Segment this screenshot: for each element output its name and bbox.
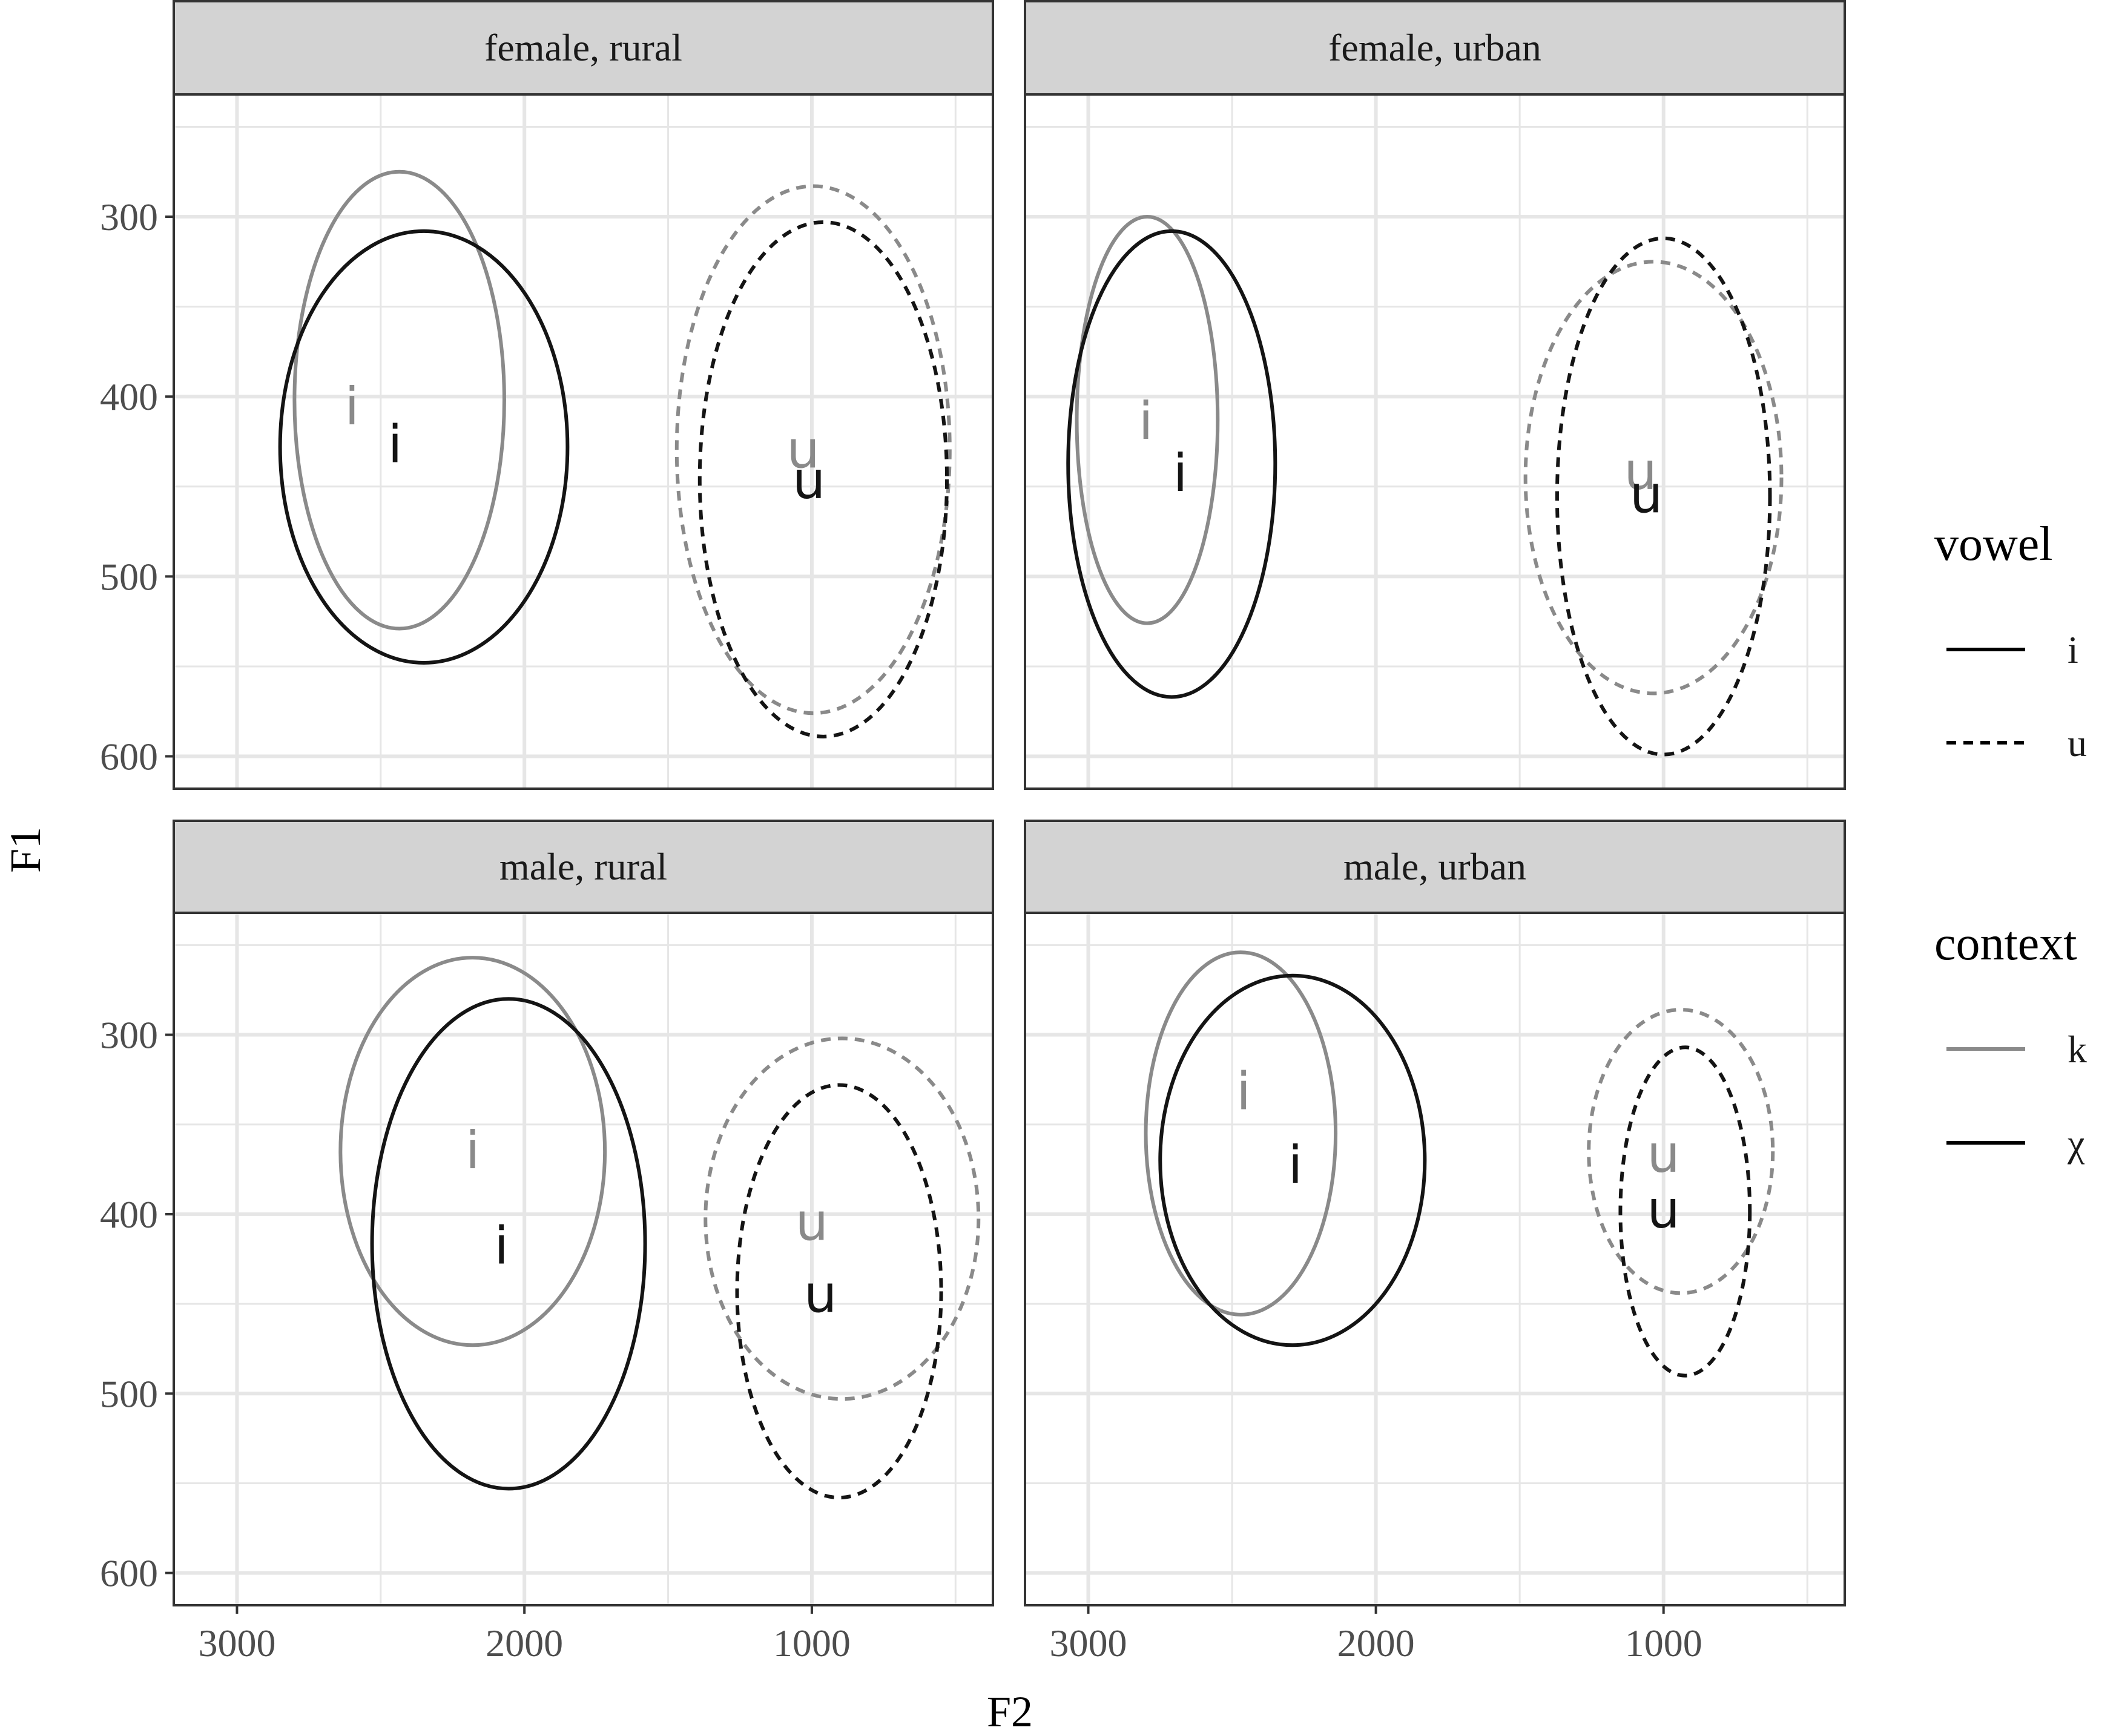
vowel-label-u-k: u [786,419,820,480]
vowel-label-u-chi: u [1647,1180,1680,1240]
facet-strip [173,820,994,914]
panel-female-urban: ii uu female, urban [1024,0,1846,790]
ellipse-u-chi [735,1083,943,1500]
y-tick-label: 500 [100,1372,158,1415]
vowel-label-u-k: u [1624,441,1657,502]
y-tick-label: 500 [100,555,158,598]
legend: vowel i u context k χ [1934,518,2087,1165]
vowel-label-u-chi: u [1630,465,1663,525]
y-tick-label: 300 [100,1014,158,1057]
vowel-label-u-chi: u [793,450,826,511]
vowel-label-u-chi: u [804,1264,837,1324]
y-tick-label: 400 [100,375,158,418]
vowel-label-i-chi: i [1288,1135,1303,1195]
panel-background [1025,913,1845,1605]
y-axis-label: F1 [1,827,50,873]
ellipse-u-chi [1555,236,1772,757]
ellipse-u-chi [697,220,949,738]
panel-background [174,94,993,789]
ellipse-u-k [704,1036,981,1401]
x-tick-label: 1000 [773,1622,851,1665]
facet-strip-label: male, urban [1343,845,1526,888]
panel-male-rural: ii uu male, rural 300 400 500 600 3000 2000 1000 [100,820,994,1665]
x-tick-label: 2000 [486,1622,563,1665]
x-axis-label: F2 [987,1688,1033,1736]
facet-strip [1024,0,1846,96]
vowel-label-u-k: u [1647,1124,1680,1185]
legend-entry-label: i [2068,628,2078,671]
vowel-label-i-k: i [1139,391,1153,452]
legend-title: context [1934,917,2077,970]
facet-strip-label: female, rural [484,26,682,69]
ellipse-i-k [1075,215,1220,625]
panel-male-urban: ii uu male, urban 3000 2000 1000 [1024,820,1846,1665]
vowel-label-i-chi: i [1173,443,1188,504]
panel-background [1025,94,1845,789]
ellipse-u-k [674,184,952,715]
vowel-label-i-k: i [344,376,359,437]
vowel-label-i-k: i [1236,1061,1251,1122]
ellipse-i-k [1144,950,1338,1317]
legend-entry-label: χ [2067,1122,2085,1165]
panel-female-rural: ii uu female, rural 300 400 500 600 [100,0,994,790]
legend-entry-label: k [2068,1028,2087,1071]
legend-entry-label: u [2068,722,2087,764]
ellipse-i-chi [370,997,647,1491]
ellipse-u-chi [1618,1045,1752,1378]
x-tick-label: 3000 [1050,1622,1127,1665]
ellipse-i-chi [1066,229,1277,699]
legend-context: context k χ [1934,917,2087,1165]
ellipse-i-k [338,956,607,1347]
x-tick-label: 1000 [1625,1622,1702,1665]
facet-strip-label: male, rural [499,845,667,888]
vowel-label-i-chi: i [388,414,403,475]
x-tick-label: 3000 [198,1622,275,1665]
ellipse-i-k [292,169,506,631]
legend-title: vowel [1934,518,2053,571]
ellipse-i-chi [278,229,570,665]
facet-strip-label: female, urban [1328,26,1541,69]
vowel-label-u-k: u [796,1192,829,1253]
legend-vowel: vowel i u [1934,518,2087,764]
facet-strip [173,0,994,96]
y-tick-label: 400 [100,1193,158,1236]
y-tick-label: 600 [100,1552,158,1595]
ellipse-u-k [1523,260,1784,695]
y-tick-label: 600 [100,735,158,778]
x-tick-label: 2000 [1337,1622,1415,1665]
ellipse-u-k [1587,1008,1775,1295]
vowel-label-i-k: i [466,1120,480,1181]
facet-strip [1024,820,1846,914]
vowel-label-i-chi: i [494,1215,509,1276]
ellipse-i-chi [1158,973,1427,1347]
y-tick-label: 300 [100,196,158,238]
